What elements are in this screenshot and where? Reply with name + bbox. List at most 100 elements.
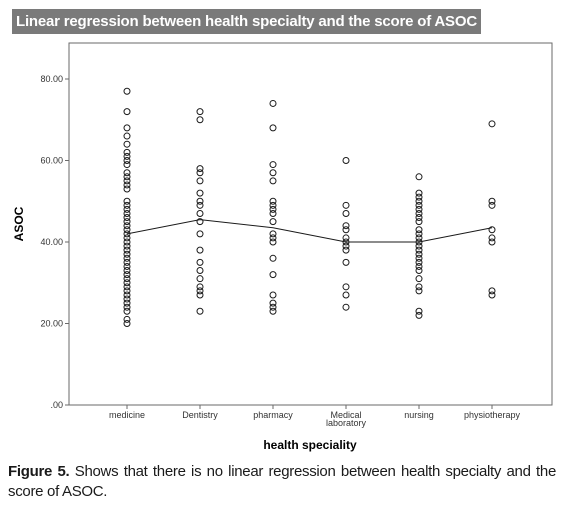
data-point xyxy=(196,201,204,209)
data-point xyxy=(196,230,204,238)
data-point xyxy=(196,287,204,295)
data-point xyxy=(342,242,350,250)
data-point xyxy=(269,209,277,217)
data-point xyxy=(415,197,423,205)
data-point xyxy=(269,254,277,262)
fit-line xyxy=(126,219,493,243)
data-point xyxy=(415,234,423,242)
data-point xyxy=(123,148,131,156)
y-tick-label: 60.00 xyxy=(40,156,63,166)
data-point xyxy=(415,242,423,250)
data-point xyxy=(415,226,423,234)
data-point xyxy=(123,181,131,189)
data-point xyxy=(488,197,496,205)
data-point xyxy=(196,267,204,275)
data-point xyxy=(123,209,131,217)
data-point xyxy=(488,234,496,242)
data-point xyxy=(196,197,204,205)
data-point xyxy=(342,283,350,291)
data-point xyxy=(123,258,131,266)
data-point xyxy=(415,201,423,209)
data-point xyxy=(269,169,277,177)
data-point xyxy=(123,132,131,140)
data-point xyxy=(123,250,131,258)
data-point xyxy=(196,283,204,291)
data-point xyxy=(269,99,277,107)
data-point xyxy=(196,116,204,124)
plot-area xyxy=(68,42,553,406)
data-point xyxy=(415,254,423,262)
x-tick-label: medicine xyxy=(109,410,145,420)
data-point xyxy=(196,258,204,266)
data-point xyxy=(415,173,423,181)
data-point xyxy=(196,177,204,185)
caption-text: Shows that there is no linear regression… xyxy=(8,463,556,500)
data-point xyxy=(123,230,131,238)
data-point xyxy=(269,238,277,246)
data-point xyxy=(123,152,131,160)
data-point xyxy=(123,177,131,185)
data-point xyxy=(342,209,350,217)
data-point xyxy=(196,108,204,116)
data-point xyxy=(415,205,423,213)
data-point xyxy=(488,238,496,246)
data-point xyxy=(415,307,423,315)
data-point xyxy=(415,262,423,270)
x-tick-label: Dentistry xyxy=(182,410,218,420)
caption-lead: Figure 5. xyxy=(8,463,70,480)
data-point xyxy=(123,283,131,291)
data-point xyxy=(342,246,350,254)
data-point xyxy=(415,214,423,222)
data-point xyxy=(342,303,350,311)
data-point xyxy=(123,185,131,193)
data-point xyxy=(123,169,131,177)
data-point xyxy=(196,246,204,254)
data-point xyxy=(269,161,277,169)
data-point xyxy=(123,287,131,295)
data-point xyxy=(123,197,131,205)
data-point xyxy=(123,295,131,303)
data-point xyxy=(269,205,277,213)
y-tick-label: 80.00 xyxy=(40,74,63,84)
data-point xyxy=(123,234,131,242)
data-point xyxy=(123,124,131,132)
chart-title-banner: Linear regression between health special… xyxy=(12,9,481,34)
data-point xyxy=(123,291,131,299)
data-point xyxy=(123,238,131,246)
data-point xyxy=(123,267,131,275)
data-point xyxy=(415,209,423,217)
data-point xyxy=(123,275,131,283)
fit-line-group xyxy=(126,219,493,243)
data-point xyxy=(196,169,204,177)
data-point xyxy=(342,226,350,234)
data-point xyxy=(269,201,277,209)
data-point xyxy=(488,226,496,234)
data-point xyxy=(415,230,423,238)
data-point xyxy=(269,234,277,242)
y-tick-label: .00 xyxy=(50,400,63,410)
data-point xyxy=(123,226,131,234)
data-point xyxy=(123,87,131,95)
data-point xyxy=(488,287,496,295)
data-point xyxy=(123,205,131,213)
data-point xyxy=(269,197,277,205)
data-point xyxy=(123,299,131,307)
data-point xyxy=(196,189,204,197)
data-point xyxy=(415,287,423,295)
data-point xyxy=(123,201,131,209)
data-point xyxy=(488,120,496,128)
data-point xyxy=(269,303,277,311)
data-point xyxy=(196,209,204,217)
data-point xyxy=(415,258,423,266)
data-point xyxy=(196,275,204,283)
data-point xyxy=(123,279,131,287)
data-point xyxy=(269,177,277,185)
y-tick-label: 40.00 xyxy=(40,237,63,247)
data-point xyxy=(123,307,131,315)
data-point xyxy=(269,271,277,279)
data-point xyxy=(123,315,131,323)
data-point xyxy=(123,218,131,226)
x-tick-label: nursing xyxy=(404,410,434,420)
data-point xyxy=(123,320,131,327)
y-axis-label: ASOC xyxy=(12,206,26,241)
